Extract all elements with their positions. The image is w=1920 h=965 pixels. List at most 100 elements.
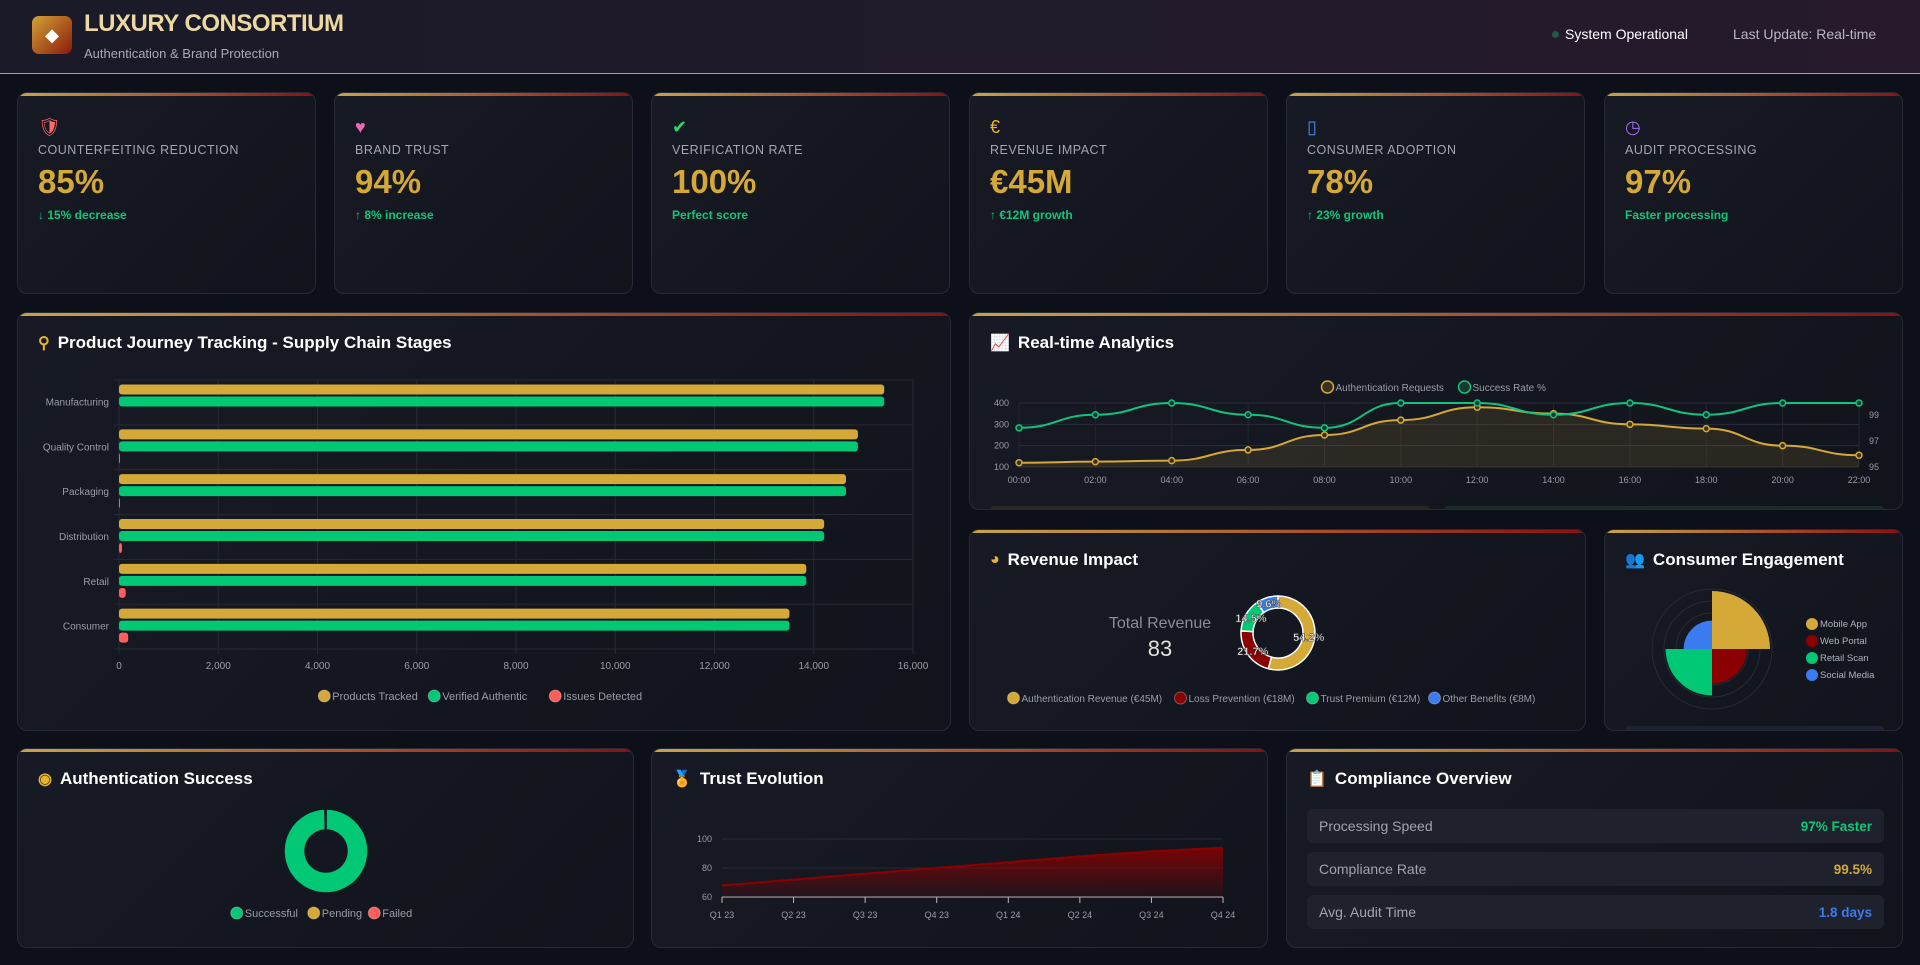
requests-point	[1091, 457, 1100, 466]
kpi-card: ♥ BRAND TRUST 94% ↑ 8% increase	[334, 92, 633, 294]
kpi-value: 100%	[672, 163, 757, 200]
legend-label: Verified Authentic	[442, 691, 528, 703]
legend-label: Mobile App	[1820, 619, 1867, 630]
success-rate-point	[1626, 399, 1634, 407]
status-text: System Operational	[1565, 26, 1688, 42]
legend-label: Authentication Revenue (€45M)	[1022, 694, 1163, 705]
success-rate-point	[1091, 411, 1100, 419]
x-tick-label: 04:00	[1160, 475, 1183, 485]
bar-issues-detected	[119, 632, 129, 643]
compliance-value: 99.5%	[1833, 861, 1872, 877]
card-title: Authentication Success	[59, 769, 253, 788]
legend-swatch	[1806, 669, 1818, 681]
y-tick-label: Manufacturing	[46, 397, 109, 408]
compliance-row: Processing Speed 97% Faster	[1307, 809, 1884, 843]
chart-line-icon: 📈	[990, 335, 1010, 352]
y2-tick-label: 95	[1869, 462, 1879, 472]
legend-swatch	[1428, 691, 1441, 705]
compliance-row: Avg. Audit Time 1.8 days	[1307, 895, 1884, 929]
bar-products-tracked	[119, 474, 847, 485]
product-journey-card: ⚲ Product Journey Tracking - Supply Chain…	[17, 312, 951, 731]
bar-issues-detected	[119, 498, 120, 509]
x-tick-label: 16,000	[898, 661, 929, 672]
kpi-label: VERIFICATION RATE	[672, 143, 803, 157]
x-tick-label: Q1 24	[996, 910, 1021, 920]
polar-segment-mobile-app	[1712, 591, 1770, 649]
success-rate-point	[1702, 411, 1711, 419]
compliance-value: 1.8 days	[1818, 904, 1872, 920]
x-tick-label: Q4 23	[924, 910, 949, 920]
y2-tick-label: 97	[1869, 436, 1879, 446]
app-header: ◆ LUXURY CONSORTIUM Authentication & Bra…	[0, 0, 1920, 74]
requests-point	[1015, 458, 1023, 467]
y-tick-label: 100	[697, 834, 712, 844]
bar-products-tracked	[119, 519, 825, 529]
legend-label: Social Media	[1820, 670, 1875, 681]
x-tick-label: 10:00	[1390, 475, 1413, 485]
x-tick-label: Q2 24	[1068, 910, 1093, 920]
bar-verified-authentic	[119, 486, 847, 497]
kpi-label: COUNTERFEITING REDUCTION	[38, 143, 239, 157]
realtime-analytics-chart: 100 200 300 400 95 97 99 00:00 02:00 04:00 06:00 08…	[994, 380, 1879, 485]
success-rate-point	[1855, 399, 1863, 407]
kpi-label: AUDIT PROCESSING	[1625, 143, 1758, 157]
users-icon: 👥	[1625, 552, 1645, 569]
bar-verified-authentic	[119, 620, 790, 631]
kpi-label: CONSUMER ADOPTION	[1307, 143, 1457, 157]
x-tick-label: Q2 23	[781, 910, 806, 920]
slice-percent-label: 14.5%	[1235, 613, 1266, 625]
legend-label: Issues Detected	[563, 691, 642, 703]
x-tick-label: 00:00	[1008, 475, 1031, 485]
kpi-change: ↑ 23% growth	[1307, 208, 1384, 222]
donut-center-label: Total Revenue	[1109, 615, 1211, 632]
kpi-label: REVENUE IMPACT	[990, 143, 1108, 157]
kpi-card: ◷ AUDIT PROCESSING 97% Faster processing	[1604, 92, 1903, 294]
requests-point	[1855, 451, 1863, 460]
card-title: Trust Evolution	[699, 769, 824, 788]
legend-swatch	[367, 906, 381, 920]
kpi-card: 🛡 COUNTERFEITING REDUCTION 85% ↓ 15% dec…	[17, 92, 316, 294]
bar-products-tracked	[119, 384, 885, 395]
kpi-value: €45M	[990, 163, 1073, 200]
product-journey-chart: 0 2,000 4,000 6,000 8,000 10,000 12,000 14,000 1…	[43, 379, 929, 703]
success-rate-point	[1167, 399, 1176, 407]
euro-icon: €	[990, 117, 1001, 137]
y-tick-label: Distribution	[59, 532, 109, 543]
gauge-icon: ◷	[1625, 117, 1641, 137]
bar-products-tracked	[119, 563, 807, 574]
y-tick-label: 200	[994, 441, 1009, 451]
slice-percent-label: 21.7%	[1237, 646, 1268, 658]
x-tick-label: 06:00	[1237, 475, 1260, 485]
trust-evolution-chart: 60 80 100 Q1 23 Q2 23 Q3 23 Q4 23 Q1 24 Q2 24 Q3 …	[697, 834, 1235, 920]
legend-label: Pending	[322, 908, 362, 920]
card-title: Compliance Overview	[1334, 769, 1512, 788]
requests-point	[1244, 446, 1252, 454]
legend-swatch	[427, 689, 441, 703]
legend-label: Success Rate %	[1473, 383, 1546, 394]
card-title: Revenue Impact	[1007, 550, 1139, 569]
app-title: LUXURY CONSORTIUM	[84, 10, 344, 37]
legend-label: Web Portal	[1820, 636, 1867, 647]
heart-icon: ♥	[355, 117, 366, 137]
bar-issues-detected	[119, 543, 122, 553]
card-title: Consumer Engagement	[1652, 550, 1844, 569]
trust-area	[722, 847, 1223, 897]
x-tick-label: Q1 23	[710, 910, 735, 920]
legend-swatch	[548, 689, 562, 703]
legend-swatch	[1806, 635, 1818, 647]
x-tick-label: 12:00	[1466, 475, 1489, 485]
mobile-icon: ▯	[1307, 117, 1317, 137]
legend-swatch	[1457, 380, 1472, 394]
x-tick-label: 10,000	[600, 661, 631, 672]
legend-swatch	[1806, 618, 1818, 630]
success-rate-point	[1549, 411, 1558, 419]
x-tick-label: 2,000	[206, 661, 231, 672]
system-status: System Operational	[1552, 26, 1688, 42]
compliance-label: Avg. Audit Time	[1319, 904, 1417, 920]
bar-verified-authentic	[119, 396, 885, 407]
bar-products-tracked	[119, 608, 790, 619]
y-tick-label: Packaging	[62, 487, 109, 498]
legend-swatch	[307, 906, 321, 920]
card-title: Product Journey Tracking - Supply Chain …	[57, 333, 452, 352]
revenue-donut-chart: 54.2% 21.7% 14.5% 9.6% Authentication Revenu…	[1007, 595, 1535, 705]
